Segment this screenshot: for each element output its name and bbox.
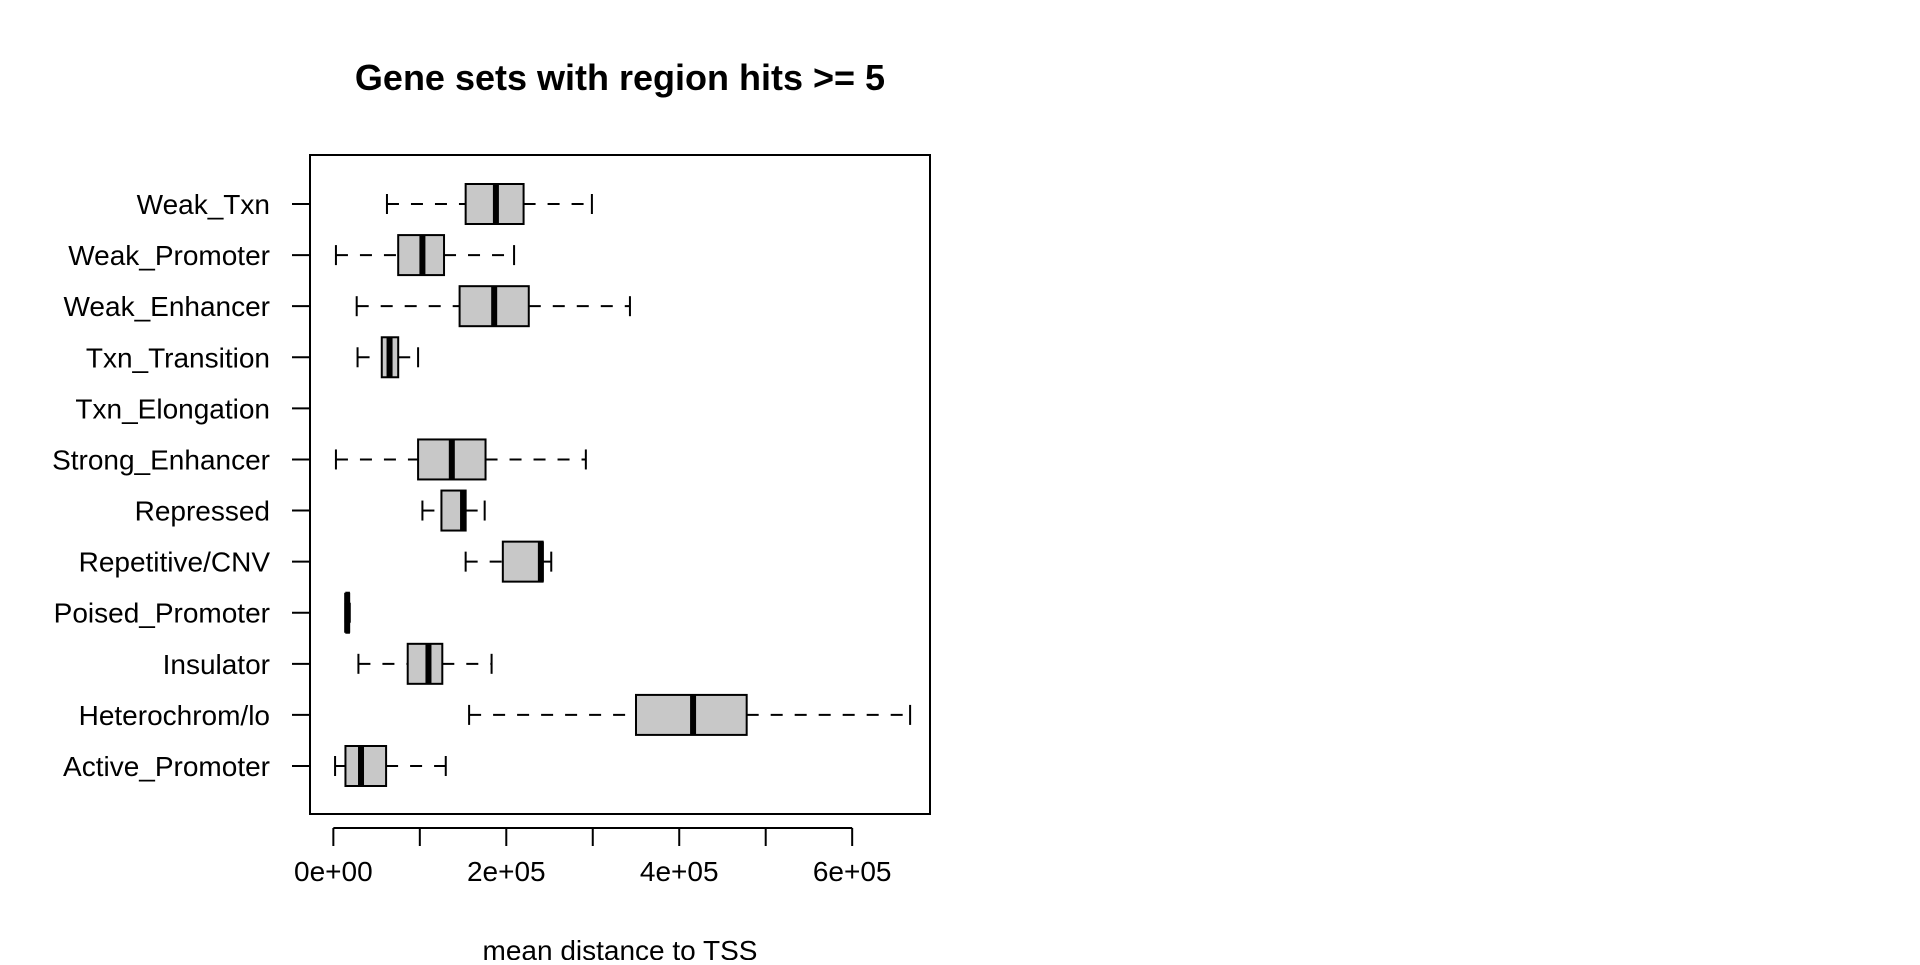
y-tick-label: Repressed (135, 496, 270, 527)
iqr-box (501, 540, 544, 583)
x-tick-label: 4e+05 (640, 856, 719, 887)
x-axis-label: mean distance to TSS (483, 935, 758, 960)
y-axis: Active_Promoter Heterochrom/lo Insulator Po… (52, 189, 310, 782)
x-tick-label: 2e+05 (467, 856, 546, 887)
box-4 (464, 540, 553, 583)
box-9 (355, 285, 631, 328)
x-tick-label: 6e+05 (813, 856, 892, 887)
box-3 (344, 591, 351, 634)
x-axis: 0e+00 2e+05 4e+05 6e+05 (294, 827, 892, 887)
plot-area-frame (309, 154, 931, 815)
box-11 (385, 183, 593, 225)
y-tick-label: Txn_Transition (86, 342, 270, 373)
box-10 (334, 234, 516, 277)
box-1 (468, 693, 912, 736)
y-tick-label: Strong_Enhancer (52, 444, 270, 475)
y-tick-label: Repetitive/CNV (79, 547, 271, 578)
box-8 (356, 336, 420, 379)
iqr-box (344, 745, 388, 787)
boxes-layer (334, 183, 912, 787)
iqr-box (406, 642, 444, 685)
x-tick-label: 0e+00 (294, 856, 373, 887)
box-6 (334, 438, 587, 481)
y-tick-label: Weak_Promoter (68, 240, 270, 271)
box-0 (334, 745, 447, 787)
y-tick-label: Txn_Elongation (75, 393, 270, 424)
y-tick-label: Heterochrom/lo (79, 700, 270, 731)
y-tick-label: Weak_Enhancer (64, 291, 271, 322)
y-tick-label: Weak_Txn (137, 189, 270, 220)
y-tick-label: Insulator (163, 649, 270, 680)
box-2 (357, 642, 493, 685)
y-tick-label: Active_Promoter (63, 751, 270, 782)
box-5 (421, 489, 486, 532)
chart-title: Gene sets with region hits >= 5 (355, 57, 885, 98)
y-tick-label: Poised_Promoter (54, 598, 270, 629)
